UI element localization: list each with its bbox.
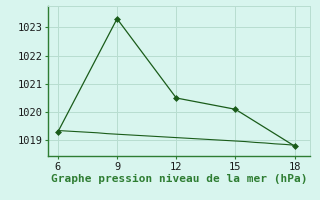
X-axis label: Graphe pression niveau de la mer (hPa): Graphe pression niveau de la mer (hPa) [51,174,308,184]
